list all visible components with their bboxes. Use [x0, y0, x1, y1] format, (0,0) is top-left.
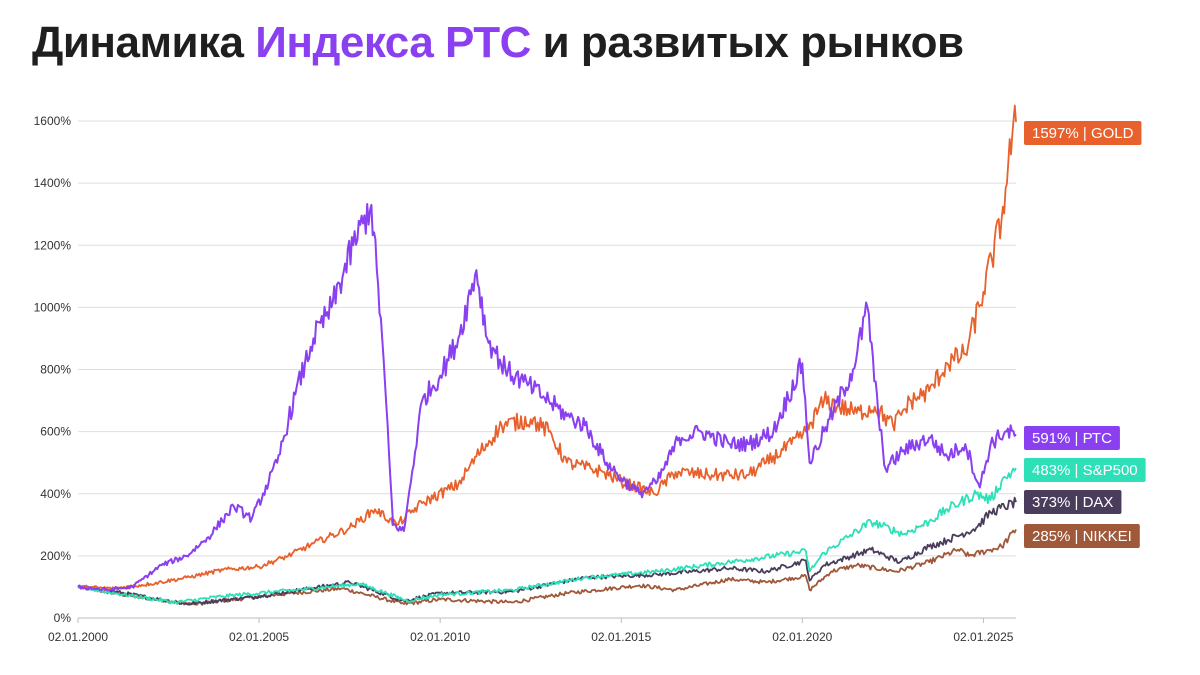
title-part-2: и развитых рынков: [530, 18, 964, 67]
series-line-sp500: [77, 467, 1017, 605]
gridlines: [78, 120, 1016, 619]
y-tick-label: 1000%: [34, 300, 72, 314]
legend-badge: 483% | S&P500: [1024, 458, 1146, 482]
x-tick-label: 02.01.2020: [772, 630, 832, 644]
series-line-gold: [77, 104, 1017, 591]
legend-badge-bg: [1024, 426, 1120, 450]
chart-title: Динамика Индекса РТС и развитых рынков: [32, 18, 964, 68]
title-part-1: Динамика: [32, 18, 256, 67]
x-tick-label: 02.01.2015: [591, 630, 651, 644]
x-tick-label: 02.01.2010: [410, 630, 470, 644]
y-tick-label: 400%: [40, 487, 71, 501]
y-tick-label: 800%: [40, 363, 71, 377]
series-line-nikkei: [77, 529, 1017, 606]
legend-label: 591% | РТС: [1032, 430, 1112, 447]
legend-label: 373% | DAX: [1032, 494, 1113, 511]
x-tick-label: 02.01.2000: [48, 630, 108, 644]
legend-badge-bg: [1024, 121, 1142, 145]
title-highlight: Индекса РТС: [255, 18, 531, 67]
y-tick-label: 1400%: [34, 176, 72, 190]
series-line-ртс: [77, 203, 1017, 592]
series-lines: [77, 104, 1017, 606]
series-line-dax: [77, 496, 1017, 606]
x-tick-label: 02.01.2025: [953, 630, 1013, 644]
x-axis: 02.01.2000 02.01.2005 02.01.2010 02.01.2015…: [48, 618, 1014, 644]
x-tick-label: 02.01.2005: [229, 630, 289, 644]
legend-badge-bg: [1024, 490, 1122, 514]
legend-label: 483% | S&P500: [1032, 462, 1138, 479]
legend-badge: 591% | РТС: [1024, 426, 1120, 450]
y-axis: 0% 200% 400% 600% 800% 1000% 1200% 1400% 1600%: [34, 114, 72, 625]
legend-badge: 285% | NIKKEI: [1024, 524, 1140, 548]
legend-badge-bg: [1024, 458, 1146, 482]
y-tick-label: 1200%: [34, 238, 72, 252]
legend-label: 285% | NIKKEI: [1032, 528, 1132, 545]
y-tick-label: 600%: [40, 425, 71, 439]
legend-badge-bg: [1024, 524, 1140, 548]
legend-badge: 1597% | GOLD: [1024, 121, 1142, 145]
legend-label: 1597% | GOLD: [1032, 125, 1134, 142]
y-tick-label: 1600%: [34, 114, 72, 128]
legend-badge: 373% | DAX: [1024, 490, 1122, 514]
y-tick-label: 0%: [54, 611, 72, 625]
legend: 1597% | GOLD 591% | РТС 483% | S&P500 373% …: [1024, 121, 1146, 548]
y-tick-label: 200%: [40, 549, 71, 563]
